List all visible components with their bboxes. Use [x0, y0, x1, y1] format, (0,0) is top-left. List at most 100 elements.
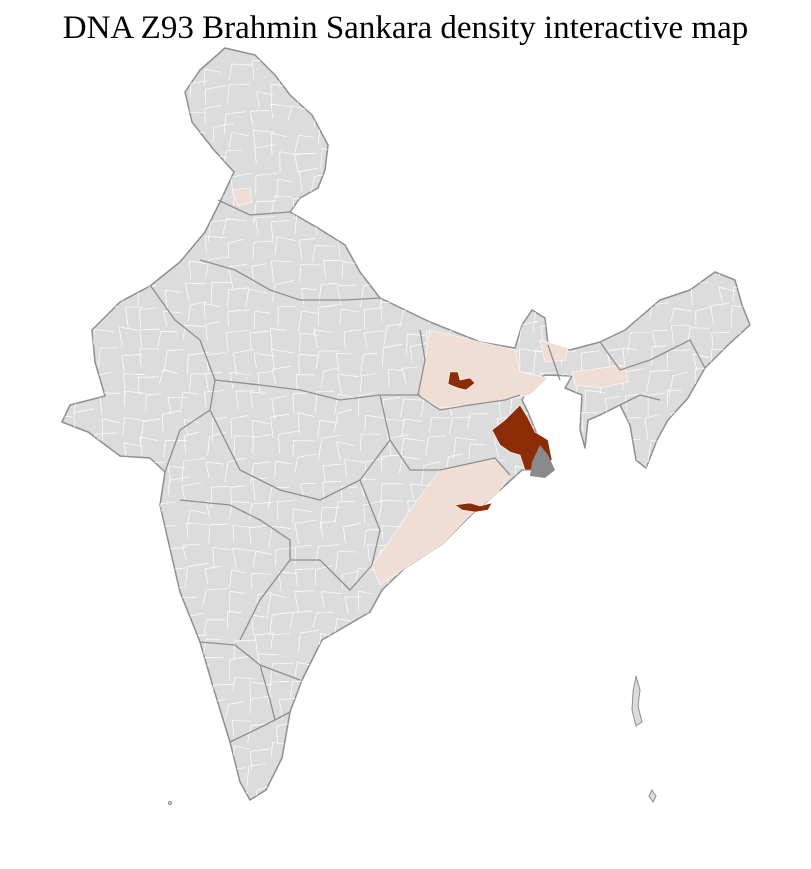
- lakshadweep-islands[interactable]: [168, 801, 172, 805]
- district-border-segment: [671, 638, 695, 663]
- district-border-segment: [429, 562, 446, 586]
- district-border-segment: [143, 675, 161, 699]
- district-border-segment: [475, 105, 493, 127]
- district-border-segment: [337, 766, 354, 787]
- district-border-segment: [62, 214, 73, 232]
- region-bihar-high[interactable]: [447, 371, 476, 391]
- district-border-segment: [470, 81, 491, 102]
- district-border-segment: [293, 766, 318, 785]
- district-border-segment: [62, 177, 76, 194]
- district-border-segment: [560, 263, 583, 285]
- region-sundarbans-no-data[interactable]: [530, 445, 555, 478]
- district-border-segment: [649, 258, 665, 274]
- district-border-segment: [667, 718, 686, 739]
- district-border-segment: [494, 773, 516, 793]
- district-border-segment: [359, 373, 377, 393]
- district-border-segment: [321, 591, 343, 608]
- district-border-segment: [563, 594, 585, 614]
- district-border-segment: [736, 700, 750, 722]
- district-border-segment: [446, 677, 465, 702]
- district-border-segment: [125, 306, 143, 329]
- district-border-segment: [100, 106, 116, 126]
- district-border-segment: [581, 258, 597, 278]
- district-border-segment: [598, 442, 621, 461]
- district-border-segment: [225, 330, 248, 352]
- district-border-segment: [345, 86, 363, 107]
- district-border-segment: [203, 727, 224, 744]
- district-border-segment: [210, 789, 229, 800]
- district-border-segment: [336, 108, 352, 129]
- district-border-segment: [515, 791, 540, 800]
- district-border-segment: [691, 697, 713, 718]
- district-border-segment: [624, 393, 647, 412]
- district-border-segment: [398, 456, 420, 474]
- district-border-segment: [322, 463, 342, 483]
- district-border-segment: [535, 771, 550, 792]
- district-border-segment: [752, 720, 772, 734]
- district-border-segment: [298, 629, 320, 653]
- india-outline[interactable]: [61, 47, 751, 801]
- district-border-segment: [451, 306, 467, 326]
- andaman-islands[interactable]: [631, 675, 643, 727]
- district-border-segment: [62, 83, 73, 98]
- district-border-segment: [335, 550, 356, 571]
- district-border-segment: [712, 741, 733, 760]
- district-border-segment: [118, 326, 139, 347]
- district-border-segment: [184, 282, 207, 301]
- district-border-segment: [75, 102, 97, 123]
- region-punjab-low[interactable]: [231, 187, 253, 207]
- district-border-segment: [74, 675, 94, 699]
- district-border-segment: [754, 503, 775, 525]
- district-border-segment: [713, 86, 736, 108]
- district-border-segment: [495, 83, 515, 99]
- region-northeast-low[interactable]: [539, 339, 629, 389]
- district-border-segment: [389, 771, 407, 790]
- district-border-segment: [400, 633, 425, 651]
- district-border-segment: [102, 195, 118, 217]
- district-border-segment: [690, 211, 711, 237]
- district-border-segment: [555, 792, 576, 800]
- district-border-segment: [73, 794, 90, 800]
- district-border-segment: [249, 501, 273, 520]
- district-border-segment: [388, 725, 406, 749]
- district-border-segment: [333, 409, 353, 434]
- nicobar-islands[interactable]: [648, 789, 657, 803]
- district-border-segment: [536, 723, 552, 746]
- district-border-segment: [753, 157, 774, 178]
- district-border-segment: [204, 68, 221, 86]
- district-border-segment: [267, 680, 289, 704]
- district-border-segment: [277, 499, 296, 521]
- district-border-segment: [693, 593, 716, 615]
- district-border-segment: [669, 676, 694, 699]
- district-border-segment: [146, 659, 170, 676]
- district-border-segment: [564, 526, 580, 546]
- district-border-segment: [81, 771, 100, 791]
- district-border-segment: [364, 415, 388, 431]
- district-border-segment: [692, 791, 715, 800]
- district-border-segment: [276, 178, 293, 199]
- district-border-segment: [468, 443, 487, 460]
- district-border-segment: [138, 376, 159, 395]
- district-border-segment: [406, 333, 425, 355]
- district-border-segment: [488, 170, 513, 187]
- district-border-segment: [294, 544, 312, 566]
- district-border-segment: [411, 109, 428, 130]
- district-border-segment: [495, 106, 517, 127]
- district-border-segment: [668, 371, 688, 397]
- district-border-segment: [136, 699, 159, 722]
- district-border-segment: [423, 281, 443, 302]
- district-border-segment: [468, 547, 485, 567]
- district-border-segment: [520, 546, 538, 568]
- district-border-segment: [359, 720, 380, 742]
- region-odisha-high[interactable]: [454, 502, 493, 513]
- district-border-segment: [562, 676, 587, 695]
- district-border-segment: [232, 677, 253, 692]
- district-border-segment: [539, 638, 555, 656]
- district-border-segment: [543, 152, 559, 173]
- district-border-segment: [577, 463, 596, 482]
- district-border-segment: [762, 773, 781, 788]
- district-border-segment: [269, 662, 295, 686]
- district-border-segment: [427, 144, 446, 170]
- district-border-segment: [537, 105, 556, 125]
